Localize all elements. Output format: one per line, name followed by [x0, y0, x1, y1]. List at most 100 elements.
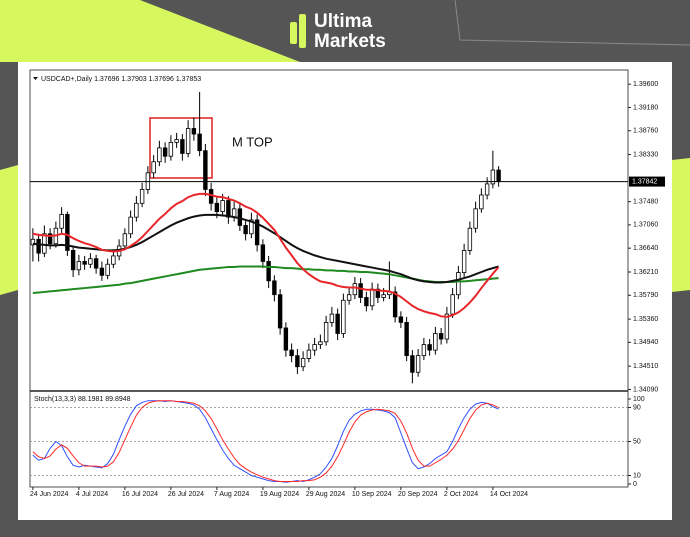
candle-body — [341, 299, 346, 334]
x-tick-label: 20 Sep 2024 — [398, 491, 438, 498]
x-tick-label: 24 Jun 2024 — [30, 491, 69, 498]
candle-body — [220, 200, 225, 213]
accent-right — [672, 158, 690, 292]
candle-body — [352, 283, 358, 296]
candle-body — [473, 208, 478, 229]
candle-body — [111, 255, 116, 265]
logo-bar — [299, 14, 306, 48]
accent-top — [0, 0, 300, 62]
candle-body — [151, 161, 156, 174]
x-tick-label: 10 Sep 2024 — [352, 491, 392, 498]
candle-body — [312, 344, 317, 351]
x-tick-label: 4 Jul 2024 — [76, 491, 108, 498]
candle-body — [289, 349, 294, 357]
candle-body — [415, 355, 421, 373]
y-tick-label: 10 — [633, 472, 641, 479]
y-tick-label: 1.34940 — [633, 339, 658, 346]
pattern-box — [149, 117, 213, 179]
y-tick-label: 1.39180 — [633, 104, 658, 111]
x-tick-label: 16 Jul 2024 — [122, 491, 158, 498]
candle-body — [369, 288, 375, 307]
indicator-title: Stoch(13,3,3) 88.1981 89.8948 — [34, 396, 131, 403]
y-tick-label: 1.38330 — [633, 151, 658, 158]
y-tick-label: 1.37480 — [633, 198, 658, 205]
candle-body — [47, 233, 53, 245]
last-price-label: 1.37842 — [632, 178, 657, 185]
candle-body — [346, 294, 352, 301]
y-tick-label: 90 — [633, 404, 641, 411]
y-tick-label: 1.35790 — [633, 292, 658, 299]
candle-body — [36, 238, 41, 254]
accent-left — [0, 165, 18, 295]
candle-body — [335, 313, 340, 334]
candle-body — [318, 341, 323, 345]
candle-body — [180, 139, 185, 154]
candle-body — [105, 263, 110, 276]
candle-body — [392, 291, 398, 318]
candle-body — [260, 244, 266, 262]
x-tick-label: 26 Jul 2024 — [168, 491, 204, 498]
menu-arrow — [33, 77, 38, 80]
candle-body — [329, 313, 335, 323]
logo-text: Markets — [314, 31, 386, 52]
y-tick-label: 50 — [633, 438, 641, 445]
candle-body — [381, 294, 386, 298]
candle-body — [456, 272, 461, 296]
x-tick-label: 7 Aug 2024 — [214, 491, 250, 498]
candle-body — [427, 344, 432, 351]
candle-body — [185, 128, 191, 154]
candle-body — [467, 227, 473, 251]
candle-body — [191, 128, 197, 135]
candle-body — [300, 358, 306, 368]
candle-body — [272, 280, 277, 296]
candle-body — [168, 141, 174, 157]
candle-body — [484, 183, 490, 196]
candle-body — [398, 316, 404, 323]
candle-body — [404, 322, 409, 357]
candle-body — [461, 249, 467, 273]
candle-body — [76, 261, 82, 271]
candle-body — [364, 297, 369, 307]
y-tick-label: 100 — [633, 396, 645, 403]
candle-body — [226, 200, 231, 218]
candle-body — [254, 219, 260, 246]
candle-body — [30, 238, 36, 246]
candle-body — [70, 249, 76, 271]
candle-body — [277, 294, 283, 329]
candle-body — [59, 213, 64, 229]
candle-body — [438, 333, 444, 340]
candle-body — [99, 267, 105, 276]
candle-body — [421, 344, 427, 357]
candle-body — [139, 189, 145, 204]
y-tick-label: 1.39600 — [633, 81, 658, 88]
y-tick-label: 1.35360 — [633, 316, 658, 323]
candle-body — [249, 219, 254, 235]
candle-body — [358, 283, 363, 298]
candle-body — [88, 258, 93, 265]
annotation: M TOP — [232, 134, 273, 149]
candle-body — [203, 150, 208, 190]
candle-body — [266, 261, 271, 282]
candle-body — [122, 233, 128, 247]
candle-body — [433, 333, 438, 351]
candle-body — [162, 147, 168, 157]
candle-body — [197, 133, 202, 152]
candle-body — [283, 327, 289, 351]
indicator-line — [32, 192, 500, 318]
candle-body — [214, 202, 220, 213]
candle-body — [134, 202, 139, 218]
candle-body — [128, 216, 133, 235]
y-tick-label: 1.34510 — [633, 363, 658, 370]
y-tick-label: 1.34090 — [633, 386, 658, 393]
decor-line — [454, 0, 690, 46]
y-tick-label: 0 — [633, 481, 637, 488]
candle-body — [450, 294, 455, 315]
y-tick-label: 1.36210 — [633, 269, 658, 276]
last-price-box — [629, 176, 665, 187]
y-tick-label: 1.37060 — [633, 222, 658, 229]
chart-title: USDCAD+,Daily 1.37696 1.37903 1.37696 1.… — [41, 76, 201, 83]
candle-body — [375, 288, 381, 298]
y-tick-label: 1.38760 — [633, 128, 658, 135]
y-tick-label: 1.36640 — [633, 245, 658, 252]
